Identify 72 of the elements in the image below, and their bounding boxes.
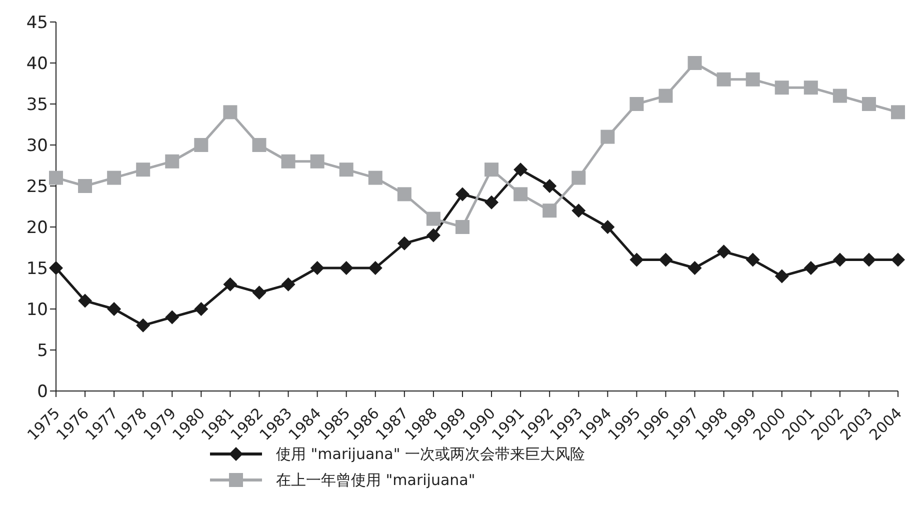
point [484, 195, 499, 210]
y-tick-label: 15 [26, 259, 48, 280]
legend-label: 使用 "marijuana" 一次或两次会带来巨大风险 [276, 444, 586, 464]
point [804, 261, 818, 275]
point [194, 302, 208, 316]
point [136, 162, 150, 177]
point [310, 261, 324, 275]
point [49, 170, 63, 185]
point [774, 80, 789, 95]
point [600, 220, 615, 234]
point [862, 252, 876, 267]
point [891, 105, 905, 120]
point [426, 212, 440, 226]
point [688, 261, 702, 275]
point [165, 310, 180, 324]
point [572, 204, 586, 218]
point [658, 88, 673, 103]
legend-label: 在上一年曾使用 "marijuana" [276, 470, 476, 490]
point [136, 318, 150, 332]
y-tick-label: 5 [37, 341, 48, 362]
y-tick-label: 45 [26, 13, 48, 34]
point [716, 72, 731, 86]
point [891, 252, 905, 267]
point [281, 154, 296, 168]
point [832, 88, 847, 103]
point [600, 130, 615, 144]
point [688, 56, 702, 70]
point [630, 97, 644, 111]
point [194, 138, 208, 152]
point [774, 269, 789, 284]
point [542, 179, 557, 193]
y-tick-label: 25 [26, 177, 48, 198]
point [716, 244, 731, 259]
point [252, 286, 266, 300]
y-tick-label: 20 [26, 218, 48, 238]
point [397, 187, 412, 202]
y-tick-label: 30 [26, 136, 48, 156]
point [542, 204, 557, 218]
point [804, 80, 818, 95]
point [397, 236, 412, 250]
point [572, 170, 586, 185]
point [49, 261, 63, 275]
point [165, 154, 180, 168]
point [107, 302, 122, 316]
y-tick-label: 40 [26, 54, 48, 74]
y-tick-label: 35 [26, 95, 48, 116]
y-tick-label: 0 [37, 382, 48, 402]
point [514, 162, 528, 177]
point [484, 162, 499, 177]
point [223, 277, 238, 292]
point [223, 105, 238, 120]
point [339, 261, 354, 275]
point [658, 252, 673, 267]
point [310, 154, 324, 168]
y-tick-label: 10 [26, 300, 48, 320]
point [862, 97, 876, 111]
point [455, 220, 470, 234]
point [252, 138, 266, 152]
point [78, 294, 92, 308]
point [746, 72, 760, 86]
point [514, 187, 528, 202]
point [455, 187, 470, 202]
point [281, 277, 296, 292]
point [746, 252, 760, 267]
point [339, 162, 354, 177]
point [107, 170, 122, 185]
point [368, 261, 382, 275]
point [630, 252, 644, 267]
point [426, 228, 440, 242]
point [832, 252, 847, 267]
point [368, 170, 382, 185]
point [78, 179, 92, 193]
